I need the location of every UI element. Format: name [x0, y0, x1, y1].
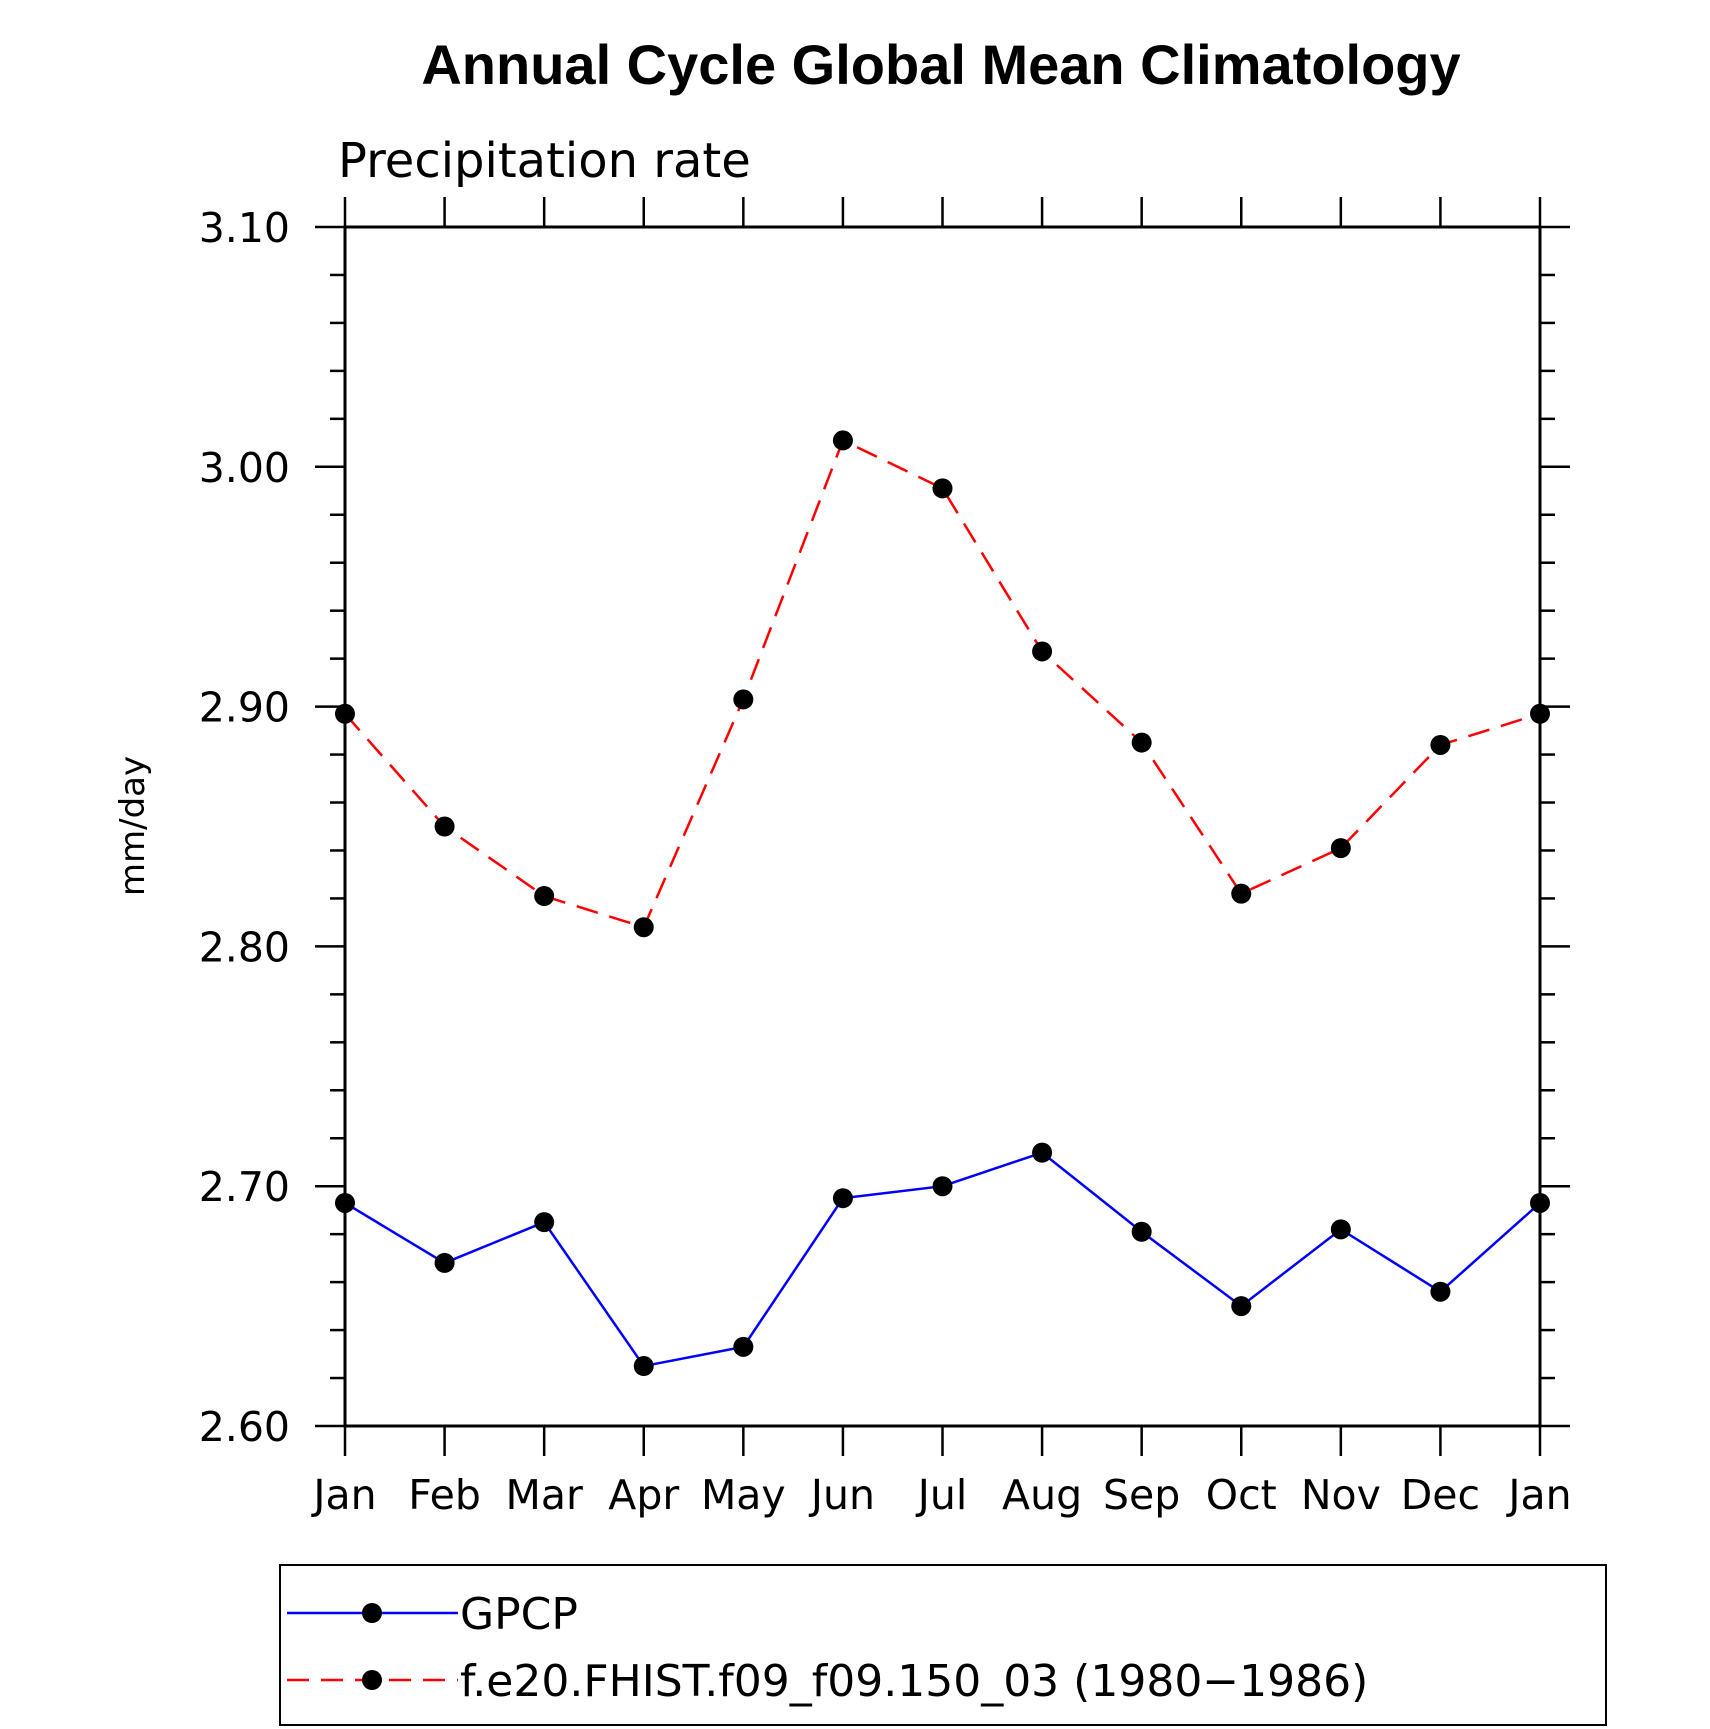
legend-box: [279, 1564, 1607, 1726]
data-point: [1231, 883, 1252, 904]
legend-label: GPCP: [460, 1589, 578, 1640]
x-tick-label: Aug: [1002, 1471, 1082, 1519]
data-point: [932, 1176, 953, 1197]
data-point: [1430, 734, 1451, 755]
x-tick-label: Oct: [1206, 1471, 1277, 1519]
x-tick-label: Nov: [1301, 1471, 1381, 1519]
plot-frame: [343, 225, 1542, 1428]
x-tick-label: May: [701, 1471, 786, 1519]
data-point: [633, 1356, 654, 1377]
y-tick-label: 2.90: [199, 684, 290, 732]
x-tick-label: Dec: [1401, 1471, 1480, 1519]
data-point: [1131, 732, 1152, 753]
series-2: [335, 430, 1550, 938]
series-line: [344, 438, 1541, 929]
data-point: [534, 886, 555, 907]
data-point: [932, 478, 953, 499]
y-tick-label: 3.10: [199, 204, 290, 252]
legend: GPCP f.e20.FHIST.f09_f09.150_03 (1980−198…: [279, 1564, 1607, 1726]
data-point: [1530, 1192, 1550, 1213]
chart-subtitle: Precipitation rate: [338, 133, 751, 189]
legend-marker: [362, 1603, 382, 1623]
chart-title: Annual Cycle Global Mean Climatology: [421, 33, 1460, 96]
y-tick-label: 2.80: [199, 923, 290, 971]
x-tick-label: Mar: [505, 1471, 582, 1519]
x-tick-label: Jul: [915, 1471, 967, 1519]
x-tick-labels: Jan Feb Mar Apr May Jun Jul Aug Sep Oct Nov Dec Jan: [310, 1471, 1571, 1519]
data-point: [1131, 1221, 1152, 1242]
data-point: [832, 1188, 853, 1209]
data-point: [1530, 703, 1550, 724]
data-point: [1231, 1296, 1252, 1317]
data-point: [534, 1212, 555, 1233]
data-point: [1032, 641, 1053, 662]
data-point: [733, 689, 754, 710]
data-point: [1330, 1219, 1351, 1240]
data-point: [335, 1192, 355, 1213]
y-tick-label: 2.70: [199, 1163, 290, 1211]
data-point: [335, 703, 355, 724]
x-tick-label: Jun: [808, 1471, 875, 1519]
data-point: [633, 917, 654, 938]
legend-marker: [362, 1670, 382, 1690]
data-point: [1430, 1281, 1451, 1302]
data-point: [733, 1336, 754, 1357]
data-point: [434, 816, 455, 837]
axes: [315, 197, 1570, 1456]
data-point: [1032, 1142, 1053, 1163]
legend-entries: GPCP f.e20.FHIST.f09_f09.150_03 (1980−198…: [287, 1589, 1368, 1707]
legend-label: f.e20.FHIST.f09_f09.150_03 (1980−1986): [460, 1656, 1368, 1707]
series-layer: [335, 430, 1550, 1377]
y-tick-label: 3.00: [199, 444, 290, 492]
y-tick-labels: 2.60 2.70 2.80 2.90 3.00 3.10: [199, 204, 290, 1451]
y-axis-label: mm/day: [113, 756, 153, 896]
series-1: [335, 1142, 1550, 1377]
x-tick-label: Apr: [608, 1471, 679, 1519]
legend-entry: f.e20.FHIST.f09_f09.150_03 (1980−1986): [287, 1656, 1368, 1707]
data-point: [434, 1252, 455, 1273]
y-tick-label: 2.60: [199, 1403, 290, 1451]
x-tick-label: Feb: [408, 1471, 481, 1519]
data-point: [1330, 838, 1351, 859]
x-tick-label: Jan: [1505, 1471, 1571, 1519]
legend-entry: GPCP: [287, 1589, 578, 1640]
data-point: [832, 430, 853, 451]
x-tick-label: Jan: [310, 1471, 376, 1519]
x-tick-label: Sep: [1103, 1471, 1180, 1519]
